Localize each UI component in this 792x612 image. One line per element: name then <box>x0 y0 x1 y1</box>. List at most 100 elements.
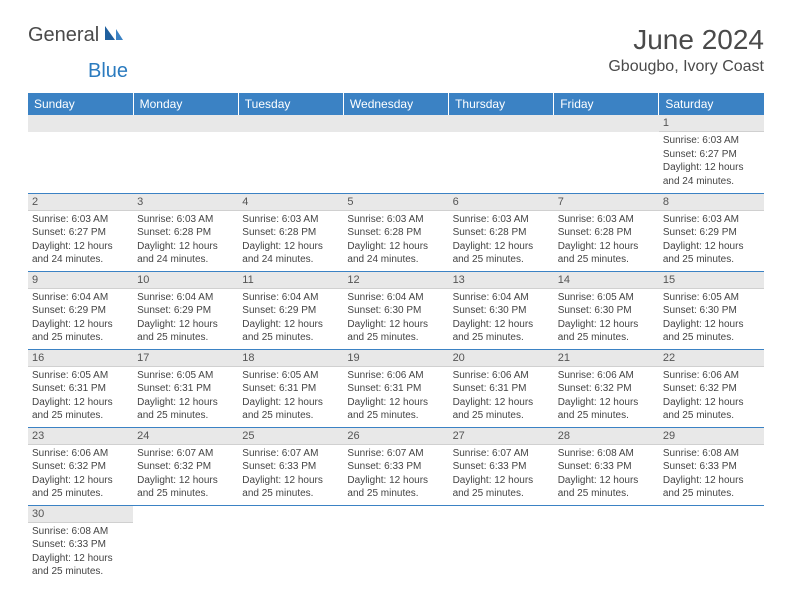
calendar-week-row: 2 Sunrise: 6:03 AM Sunset: 6:27 PM Daylight… <box>28 193 764 271</box>
day-details: Sunrise: 6:03 AMSunset: 6:29 PMDaylight:… <box>659 211 764 269</box>
calendar-day-cell: 29Sunrise: 6:08 AMSunset: 6:33 PMDayligh… <box>659 427 764 505</box>
day-header: Wednesday <box>343 93 448 115</box>
sunrise-text: Sunrise: 6:06 AM <box>347 369 444 383</box>
calendar-day-cell <box>28 115 133 193</box>
sunrise-text: Sunrise: 6:06 AM <box>453 369 550 383</box>
day-details: Sunrise: 6:03 AMSunset: 6:28 PMDaylight:… <box>449 211 554 269</box>
day-header: Thursday <box>449 93 554 115</box>
day-details: Sunrise: 6:06 AMSunset: 6:31 PMDaylight:… <box>449 367 554 425</box>
daylight-text: Daylight: 12 hours and 25 minutes. <box>453 240 550 267</box>
day-header: Sunday <box>28 93 133 115</box>
sunset-text: Sunset: 6:28 PM <box>558 226 655 240</box>
sail-icon <box>103 24 125 47</box>
calendar-day-cell: 17Sunrise: 6:05 AMSunset: 6:31 PMDayligh… <box>133 349 238 427</box>
month-title: June 2024 <box>608 24 764 56</box>
day-number: 2 <box>28 194 133 211</box>
daylight-text: Daylight: 12 hours and 25 minutes. <box>663 396 760 423</box>
daylight-text: Daylight: 12 hours and 25 minutes. <box>32 396 129 423</box>
calendar-day-cell: 23Sunrise: 6:06 AMSunset: 6:32 PMDayligh… <box>28 427 133 505</box>
calendar-day-cell: 27Sunrise: 6:07 AMSunset: 6:33 PMDayligh… <box>449 427 554 505</box>
day-details: Sunrise: 6:03 AMSunset: 6:28 PMDaylight:… <box>238 211 343 269</box>
day-details: Sunrise: 6:05 AMSunset: 6:30 PMDaylight:… <box>554 289 659 347</box>
day-details: Sunrise: 6:05 AMSunset: 6:31 PMDaylight:… <box>238 367 343 425</box>
day-details: Sunrise: 6:08 AMSunset: 6:33 PMDaylight:… <box>554 445 659 503</box>
sunrise-text: Sunrise: 6:03 AM <box>453 213 550 227</box>
day-details: Sunrise: 6:06 AMSunset: 6:32 PMDaylight:… <box>659 367 764 425</box>
calendar-week-row: 9Sunrise: 6:04 AMSunset: 6:29 PMDaylight… <box>28 271 764 349</box>
calendar-table: SundayMondayTuesdayWednesdayThursdayFrid… <box>28 93 764 583</box>
day-number: 5 <box>343 194 448 211</box>
calendar-day-cell <box>449 505 554 583</box>
sunrise-text: Sunrise: 6:07 AM <box>242 447 339 461</box>
sunrise-text: Sunrise: 6:03 AM <box>137 213 234 227</box>
sunset-text: Sunset: 6:31 PM <box>453 382 550 396</box>
calendar-day-cell <box>238 115 343 193</box>
sunrise-text: Sunrise: 6:03 AM <box>558 213 655 227</box>
sunset-text: Sunset: 6:27 PM <box>663 148 760 162</box>
empty-day <box>238 115 343 132</box>
sunrise-text: Sunrise: 6:03 AM <box>663 134 760 148</box>
sunrise-text: Sunrise: 6:03 AM <box>242 213 339 227</box>
day-details: Sunrise: 6:05 AMSunset: 6:31 PMDaylight:… <box>133 367 238 425</box>
sunset-text: Sunset: 6:27 PM <box>32 226 129 240</box>
calendar-day-cell: 20Sunrise: 6:06 AMSunset: 6:31 PMDayligh… <box>449 349 554 427</box>
day-number: 23 <box>28 428 133 445</box>
daylight-text: Daylight: 12 hours and 24 minutes. <box>347 240 444 267</box>
sunrise-text: Sunrise: 6:05 AM <box>137 369 234 383</box>
brand-text-part2: Blue <box>88 60 128 82</box>
daylight-text: Daylight: 12 hours and 25 minutes. <box>32 474 129 501</box>
brand-text-part1: General <box>28 24 99 47</box>
calendar-day-cell: 25Sunrise: 6:07 AMSunset: 6:33 PMDayligh… <box>238 427 343 505</box>
calendar-day-cell: 11Sunrise: 6:04 AMSunset: 6:29 PMDayligh… <box>238 271 343 349</box>
sunrise-text: Sunrise: 6:06 AM <box>32 447 129 461</box>
sunrise-text: Sunrise: 6:03 AM <box>347 213 444 227</box>
daylight-text: Daylight: 12 hours and 25 minutes. <box>32 318 129 345</box>
sunset-text: Sunset: 6:32 PM <box>32 460 129 474</box>
empty-day <box>449 115 554 132</box>
day-details: Sunrise: 6:07 AMSunset: 6:33 PMDaylight:… <box>238 445 343 503</box>
calendar-day-cell: 22Sunrise: 6:06 AMSunset: 6:32 PMDayligh… <box>659 349 764 427</box>
day-number: 22 <box>659 350 764 367</box>
daylight-text: Daylight: 12 hours and 25 minutes. <box>558 474 655 501</box>
sunset-text: Sunset: 6:29 PM <box>242 304 339 318</box>
day-number: 10 <box>133 272 238 289</box>
day-number: 16 <box>28 350 133 367</box>
sunset-text: Sunset: 6:29 PM <box>32 304 129 318</box>
calendar-day-cell: 30Sunrise: 6:08 AMSunset: 6:33 PMDayligh… <box>28 505 133 583</box>
calendar-page: General June 2024 Gbougbo, Ivory Coast B… <box>0 0 792 607</box>
calendar-day-cell: 3Sunrise: 6:03 AMSunset: 6:28 PMDaylight… <box>133 193 238 271</box>
sunset-text: Sunset: 6:32 PM <box>137 460 234 474</box>
calendar-day-cell <box>659 505 764 583</box>
day-number: 27 <box>449 428 554 445</box>
day-number: 15 <box>659 272 764 289</box>
daylight-text: Daylight: 12 hours and 24 minutes. <box>137 240 234 267</box>
day-number: 18 <box>238 350 343 367</box>
sunset-text: Sunset: 6:31 PM <box>32 382 129 396</box>
sunrise-text: Sunrise: 6:04 AM <box>453 291 550 305</box>
calendar-day-cell: 9Sunrise: 6:04 AMSunset: 6:29 PMDaylight… <box>28 271 133 349</box>
day-details: Sunrise: 6:06 AMSunset: 6:32 PMDaylight:… <box>554 367 659 425</box>
daylight-text: Daylight: 12 hours and 25 minutes. <box>347 318 444 345</box>
sunset-text: Sunset: 6:33 PM <box>347 460 444 474</box>
sunrise-text: Sunrise: 6:07 AM <box>137 447 234 461</box>
empty-day <box>28 115 133 132</box>
calendar-day-cell: 19Sunrise: 6:06 AMSunset: 6:31 PMDayligh… <box>343 349 448 427</box>
day-details: Sunrise: 6:06 AMSunset: 6:32 PMDaylight:… <box>28 445 133 503</box>
day-details: Sunrise: 6:03 AMSunset: 6:27 PMDaylight:… <box>659 132 764 190</box>
calendar-day-cell: 13Sunrise: 6:04 AMSunset: 6:30 PMDayligh… <box>449 271 554 349</box>
day-number: 20 <box>449 350 554 367</box>
sunset-text: Sunset: 6:30 PM <box>663 304 760 318</box>
daylight-text: Daylight: 12 hours and 25 minutes. <box>242 318 339 345</box>
calendar-day-cell: 18Sunrise: 6:05 AMSunset: 6:31 PMDayligh… <box>238 349 343 427</box>
sunrise-text: Sunrise: 6:06 AM <box>558 369 655 383</box>
day-number: 12 <box>343 272 448 289</box>
day-details: Sunrise: 6:07 AMSunset: 6:33 PMDaylight:… <box>343 445 448 503</box>
brand-logo: General <box>28 24 127 47</box>
calendar-day-cell: 7Sunrise: 6:03 AMSunset: 6:28 PMDaylight… <box>554 193 659 271</box>
daylight-text: Daylight: 12 hours and 25 minutes. <box>347 396 444 423</box>
sunrise-text: Sunrise: 6:08 AM <box>663 447 760 461</box>
calendar-day-cell: 5Sunrise: 6:03 AMSunset: 6:28 PMDaylight… <box>343 193 448 271</box>
calendar-day-cell <box>554 505 659 583</box>
calendar-week-row: 16Sunrise: 6:05 AMSunset: 6:31 PMDayligh… <box>28 349 764 427</box>
sunset-text: Sunset: 6:31 PM <box>347 382 444 396</box>
